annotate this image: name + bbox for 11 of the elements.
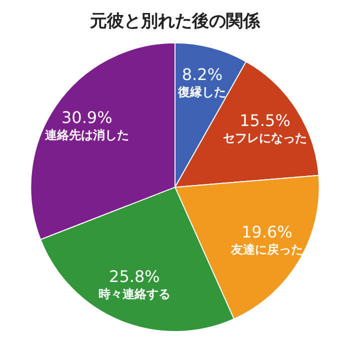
slice-label: 連絡先は消した [44,128,129,142]
data-label: 19.6% [242,222,292,242]
data-label: 30.9% [61,108,112,128]
data-label: 8.2% [182,65,223,84]
slice-label: 友達に戻った [230,242,303,257]
data-label: 15.5% [240,110,290,130]
chart-title: 元彼と別れた後の関係 [89,12,261,32]
slice-label: 時々連絡する [98,287,170,302]
slice-label: 復縁した [177,85,226,100]
data-label: 25.8% [109,267,160,286]
slice-label: セフレになった [222,130,307,145]
